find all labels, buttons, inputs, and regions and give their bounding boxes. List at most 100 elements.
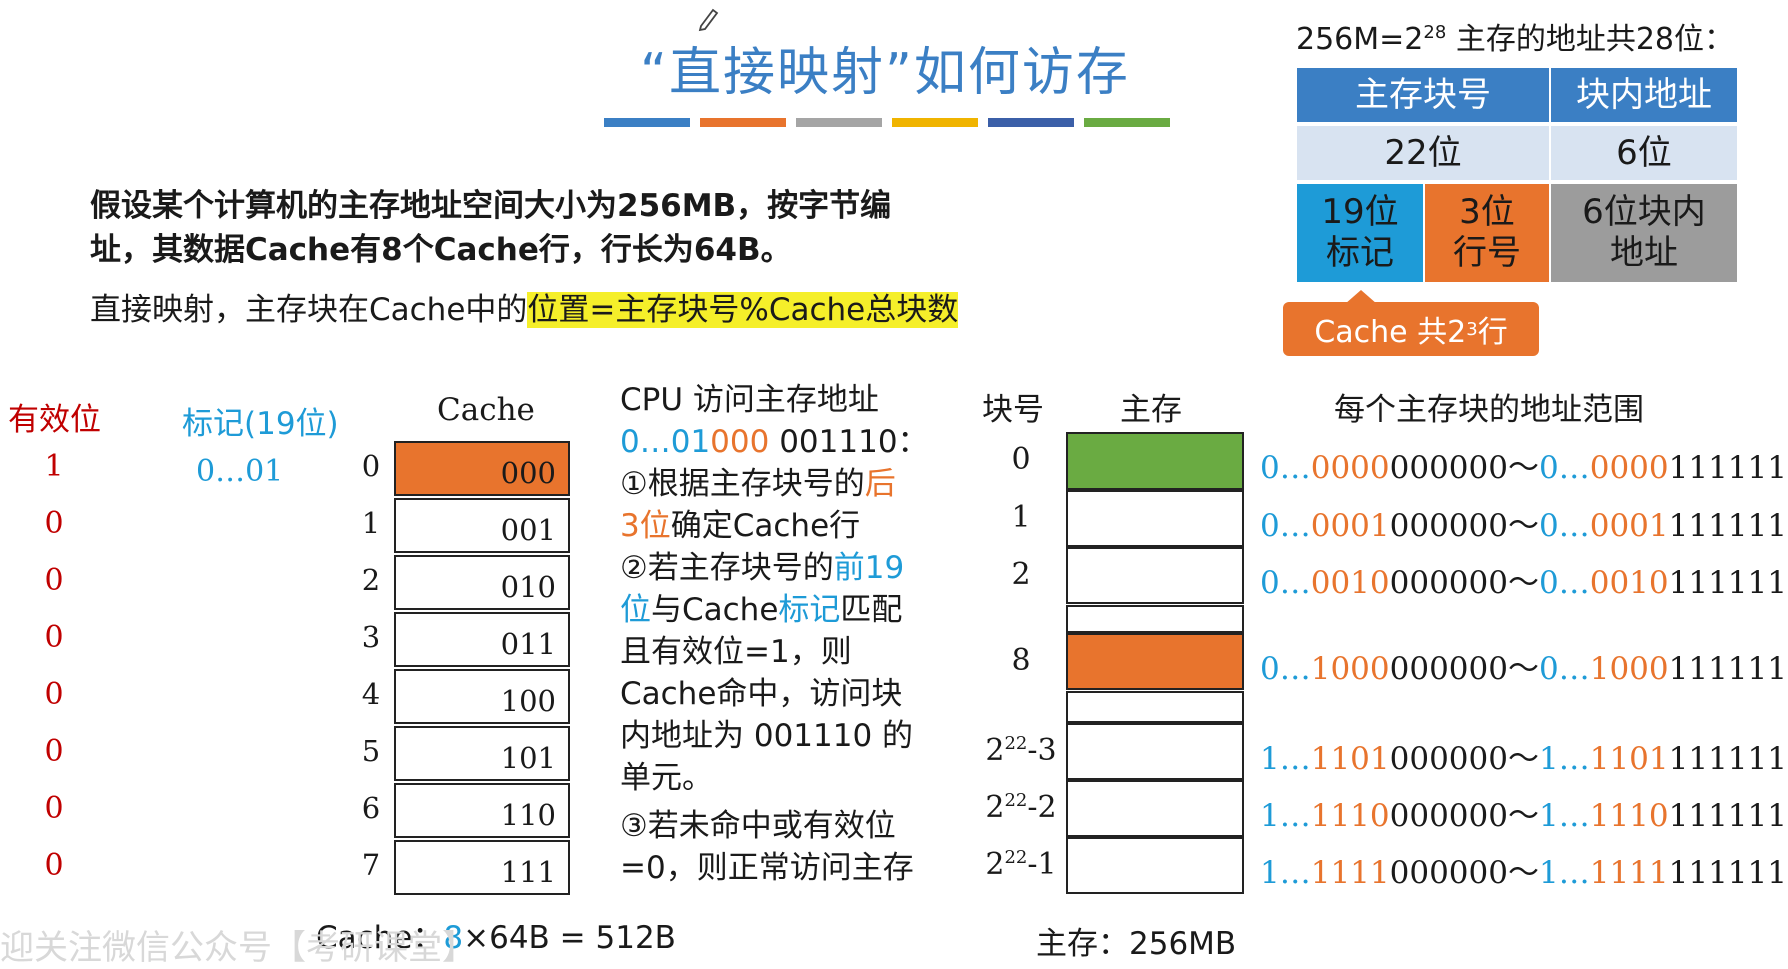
cache-line-code: 100: [500, 684, 556, 718]
bits-block-offset: 6位: [1551, 126, 1737, 180]
cache-line-code: 001: [500, 513, 556, 547]
cpu-line-11: ③若未命中或有效位: [620, 808, 896, 844]
memory-block-number: 222-3: [985, 733, 1057, 768]
title-bar-2: [700, 118, 786, 127]
offset-bits-line2: 地址: [1610, 233, 1678, 273]
title-bar-5: [988, 118, 1074, 127]
memory-block: [1066, 633, 1244, 690]
cache-line: 001: [394, 498, 570, 553]
valid-bit-value: 0: [44, 677, 64, 712]
cpu-line-8: Cache命中，访问块: [620, 676, 903, 712]
header-block-number: 主存块号: [1297, 68, 1549, 122]
address-caption: 256M=228 主存的地址共28位：: [1296, 22, 1734, 57]
cpu-line-2: 0…01000 001110：: [620, 424, 929, 460]
tag-value: 0…01: [196, 454, 284, 489]
memory-address-range: 1…1101000000～1…1101111111: [1260, 741, 1787, 777]
memory-block-number: 8: [1011, 643, 1031, 678]
offset-bits-line1: 6位块内: [1582, 192, 1706, 233]
bits-block-number: 22位: [1297, 126, 1549, 180]
mapping-rule-highlight: 位置=主存块号%Cache总块数: [527, 292, 959, 328]
cache-line: 111: [394, 840, 570, 895]
cpu-line-4: 3位确定Cache行: [620, 508, 861, 544]
valid-bit-value: 0: [44, 791, 64, 826]
cache-line-code: 110: [500, 798, 556, 832]
cache-line-index: 5: [361, 734, 381, 768]
pen-icon: [698, 8, 719, 32]
cache-line: 110: [394, 783, 570, 838]
cache-line: 101: [394, 726, 570, 781]
callout-pointer: [1345, 290, 1377, 304]
problem-line-3: 直接映射，主存块在Cache中的位置=主存块号%Cache总块数: [90, 284, 959, 329]
memory-block: [1066, 723, 1244, 780]
page-title: “直接映射”如何访存: [640, 43, 1130, 103]
memory-block: [1066, 490, 1244, 547]
offset-bits-cell: 6位块内 地址: [1551, 184, 1737, 282]
memory-block-number: 222-2: [985, 790, 1057, 825]
block-number-header: 块号: [982, 392, 1044, 428]
tag-bits-line2: 标记: [1326, 233, 1394, 273]
cache-line-code: 111: [500, 855, 556, 889]
cache-line-code: 000: [500, 456, 556, 490]
memory-block-number: 1: [1011, 500, 1031, 535]
memory-block: [1066, 432, 1244, 490]
cache-line: 100: [394, 669, 570, 724]
cpu-line-6: 位与Cache标记匹配: [620, 592, 903, 628]
valid-bit-header: 有效位: [8, 402, 101, 438]
memory-address-range: 1…1111000000～1…1111111111: [1260, 855, 1787, 891]
cpu-line-9: 内地址为 001110 的: [620, 718, 914, 754]
cache-line-index: 6: [361, 791, 381, 825]
cache-size-label: Cache：8×64B = 512B: [316, 920, 676, 956]
cpu-line-3: ①根据主存块号的后: [620, 466, 896, 502]
cache-header: Cache: [437, 392, 535, 428]
tag-header: 标记(19位): [182, 406, 339, 442]
cpu-line-12: =0，则正常访问主存: [620, 850, 914, 886]
memory-address-range: 0…0001000000～0…0001111111: [1260, 508, 1787, 544]
cache-line-index: 7: [361, 848, 381, 882]
mapping-rule-prefix: 直接映射，主存块在Cache中的: [90, 292, 528, 328]
memory-block: [1066, 547, 1244, 604]
cpu-line-1: CPU 访问主存地址: [620, 382, 879, 418]
title-bar-3: [796, 118, 882, 127]
cache-line: 010: [394, 555, 570, 610]
address-range-header: 每个主存块的地址范围: [1334, 392, 1644, 428]
cpu-line-7: 且有效位=1，则: [620, 634, 852, 670]
problem-line-2: 址，其数据Cache有8个Cache行，行长为64B。: [90, 232, 792, 268]
memory-size-label: 主存：256MB: [1036, 926, 1237, 962]
cache-lines-callout: Cache 共2 3 行: [1283, 302, 1539, 356]
line-bits-line2: 行号: [1453, 233, 1521, 273]
watermark-text: 迎关注微信公众号【考研课堂】: [0, 928, 476, 968]
memory-address-range: 0…0010000000～0…0010111111: [1260, 565, 1787, 601]
cache-line-index: 3: [361, 620, 381, 654]
cpu-line-5: ②若主存块号的前19: [620, 550, 905, 586]
valid-bit-value: 0: [44, 734, 64, 769]
header-block-offset: 块内地址: [1551, 68, 1737, 122]
valid-bit-value: 0: [44, 506, 64, 541]
valid-bit-value: 0: [44, 848, 64, 883]
memory-gap: [1066, 605, 1244, 633]
cache-line-code: 011: [500, 627, 556, 661]
valid-bit-value: 0: [44, 563, 64, 598]
problem-line-1: 假设某个计算机的主存地址空间大小为256MB，按字节编: [90, 188, 892, 224]
cache-line-code: 010: [500, 570, 556, 604]
main-memory-header: 主存: [1120, 392, 1182, 428]
memory-block: [1066, 780, 1244, 837]
cpu-line-10: 单元。: [620, 760, 713, 796]
cache-line: 011: [394, 612, 570, 667]
memory-address-range: 0…1000000000～0…1000111111: [1260, 651, 1787, 687]
cache-line-index: 2: [361, 563, 381, 597]
cache-line: 000: [394, 441, 570, 496]
tag-bits-cell: 19位 标记: [1297, 184, 1423, 282]
cache-line-index: 1: [361, 506, 381, 540]
valid-bit-value: 1: [44, 449, 64, 484]
title-bar-1: [604, 118, 690, 127]
cache-line-index: 0: [361, 449, 381, 483]
memory-block-number: 2: [1011, 557, 1031, 592]
line-bits-line1: 3位: [1459, 192, 1515, 233]
memory-address-range: 1…1110000000～1…1110111111: [1260, 798, 1787, 834]
line-bits-cell: 3位 行号: [1425, 184, 1549, 282]
title-bar-4: [892, 118, 978, 127]
memory-gap: [1066, 691, 1244, 723]
valid-bit-value: 0: [44, 620, 64, 655]
memory-block: [1066, 837, 1244, 894]
memory-address-range: 0…0000000000～0…0000111111: [1260, 450, 1787, 486]
